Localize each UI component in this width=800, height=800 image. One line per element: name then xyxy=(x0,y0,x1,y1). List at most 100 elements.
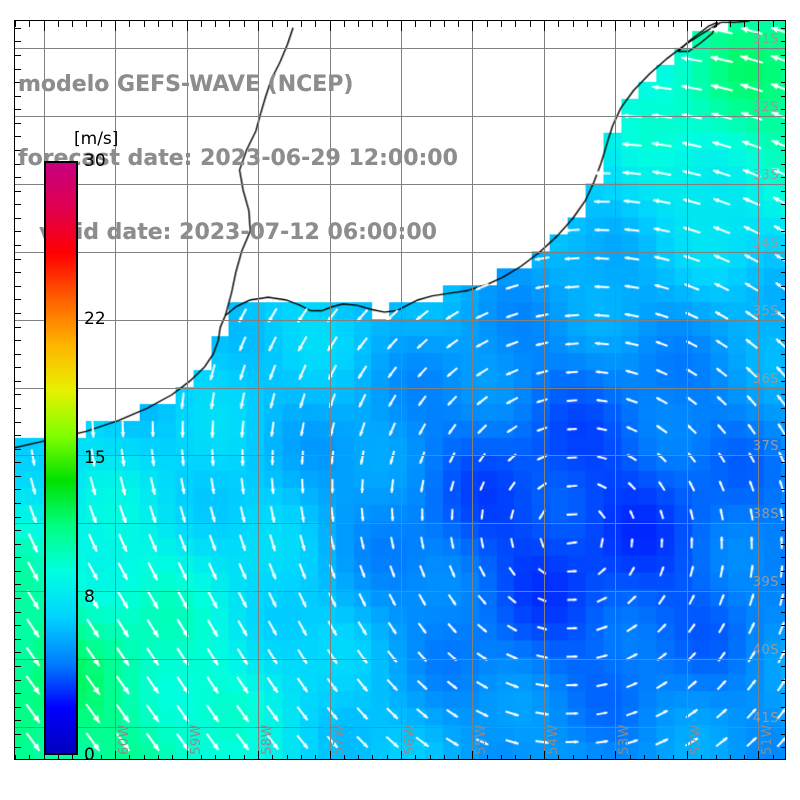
axis-tick xyxy=(15,177,21,178)
axis-tick xyxy=(201,755,202,759)
lon-label-53W: 53W xyxy=(617,724,633,755)
axis-tick xyxy=(781,245,785,246)
axis-tick xyxy=(781,191,785,192)
axis-tick xyxy=(781,55,785,56)
axis-tick xyxy=(258,21,259,31)
grid-line-lat xyxy=(15,591,785,592)
lat-label-38S: 38S xyxy=(752,507,779,523)
axis-tick xyxy=(29,755,30,759)
grid-line-lat xyxy=(15,116,785,117)
axis-tick xyxy=(15,639,21,640)
colorbar: [m/s] 30 22 15 8 0 xyxy=(44,129,118,765)
axis-tick xyxy=(101,21,102,27)
axis-tick xyxy=(15,204,21,205)
axis-tick xyxy=(781,720,785,721)
axis-tick xyxy=(687,21,688,31)
axis-tick xyxy=(358,21,359,27)
axis-tick xyxy=(15,435,21,436)
axis-tick xyxy=(615,751,616,759)
lat-label-34S: 34S xyxy=(752,235,779,251)
axis-tick xyxy=(781,639,785,640)
title-valid-date: valid date: 2023-07-12 06:00:00 xyxy=(38,220,437,245)
axis-tick xyxy=(472,751,473,759)
axis-tick xyxy=(781,707,785,708)
axis-tick xyxy=(781,150,785,151)
axis-tick xyxy=(15,191,21,192)
axis-tick xyxy=(644,755,645,759)
lon-label-58W: 58W xyxy=(260,724,276,755)
axis-tick xyxy=(781,204,785,205)
axis-tick xyxy=(15,327,21,328)
axis-tick xyxy=(15,259,21,260)
lat-label-36S: 36S xyxy=(752,371,779,387)
axis-tick xyxy=(458,755,459,759)
axis-tick xyxy=(387,21,388,27)
grid-line-lat xyxy=(15,523,785,524)
axis-tick xyxy=(158,755,159,759)
axis-tick xyxy=(781,517,785,518)
lon-label-52W: 52W xyxy=(688,724,704,755)
wind-speed-raster xyxy=(15,21,785,759)
axis-tick xyxy=(372,21,373,27)
axis-tick xyxy=(15,245,21,246)
axis-tick xyxy=(644,21,645,27)
axis-tick xyxy=(781,693,785,694)
lat-label-31S: 31S xyxy=(752,32,779,48)
axis-tick xyxy=(15,21,16,27)
axis-tick xyxy=(615,21,616,31)
axis-tick xyxy=(544,21,545,31)
axis-tick xyxy=(15,489,21,490)
axis-tick xyxy=(530,21,531,27)
axis-tick xyxy=(530,755,531,759)
axis-tick xyxy=(201,21,202,27)
axis-tick xyxy=(15,164,21,165)
axis-tick xyxy=(15,449,21,450)
axis-tick xyxy=(487,755,488,759)
axis-tick xyxy=(781,530,785,531)
axis-tick xyxy=(781,313,785,314)
axis-tick xyxy=(187,21,188,31)
axis-tick xyxy=(15,231,21,232)
axis-tick xyxy=(215,21,216,27)
axis-tick xyxy=(287,755,288,759)
axis-tick xyxy=(781,272,785,273)
axis-tick xyxy=(558,21,559,27)
grid-line-lat xyxy=(15,727,785,728)
lon-label-56W: 56W xyxy=(403,724,418,755)
grid-line-lat xyxy=(15,252,785,253)
axis-tick xyxy=(115,21,116,31)
colorbar-unit-label: [m/s] xyxy=(74,129,119,149)
axis-tick xyxy=(15,313,21,314)
axis-tick xyxy=(781,734,785,735)
axis-tick xyxy=(15,476,21,477)
axis-tick xyxy=(781,164,785,165)
axis-tick xyxy=(781,435,785,436)
axis-tick xyxy=(272,755,273,759)
axis-tick xyxy=(15,272,21,273)
axis-tick xyxy=(387,755,388,759)
axis-tick xyxy=(15,394,21,395)
lat-label-33S: 33S xyxy=(752,167,779,183)
axis-tick xyxy=(601,21,602,27)
axis-tick xyxy=(781,584,785,585)
axis-tick xyxy=(15,734,21,735)
axis-tick xyxy=(272,21,273,27)
axis-tick xyxy=(15,557,21,558)
axis-tick xyxy=(744,755,745,759)
axis-tick xyxy=(15,55,21,56)
axis-tick xyxy=(344,21,345,27)
axis-tick xyxy=(558,755,559,759)
axis-tick xyxy=(15,82,21,83)
axis-tick xyxy=(781,544,785,545)
axis-tick xyxy=(301,21,302,27)
axis-tick xyxy=(144,21,145,27)
axis-tick xyxy=(172,21,173,27)
axis-tick xyxy=(15,517,21,518)
colorbar-tick-30: 30 xyxy=(84,151,106,171)
colorbar-gradient xyxy=(44,161,78,755)
colorbar-tick-8: 8 xyxy=(84,586,95,607)
lon-label-51W: 51W xyxy=(760,724,776,755)
axis-tick xyxy=(15,693,21,694)
axis-tick xyxy=(44,751,45,759)
